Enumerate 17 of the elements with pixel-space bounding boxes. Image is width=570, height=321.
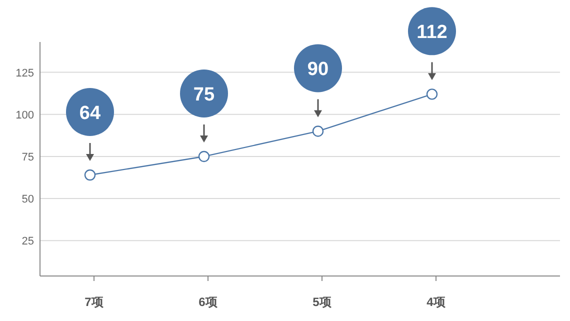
x-tick-label: 4项	[426, 295, 446, 309]
point	[198, 150, 210, 162]
y-tick-label: 25	[22, 236, 34, 248]
point	[312, 126, 324, 137]
point	[84, 169, 96, 181]
data-label: 112	[416, 22, 448, 44]
data-label: 75	[193, 84, 215, 106]
point	[426, 88, 438, 100]
y-tick-label: 100	[16, 109, 34, 122]
data-label: 64	[79, 102, 101, 124]
data-label: 90	[307, 59, 329, 80]
x-tick-label: 7项	[84, 295, 104, 309]
x-tick-label: 6项	[198, 295, 218, 309]
y-tick-label: 50	[22, 194, 34, 206]
y-tick-label: 125	[16, 67, 34, 80]
y-tick-label: 75	[22, 151, 34, 164]
x-tick-label: 5项	[312, 295, 332, 309]
